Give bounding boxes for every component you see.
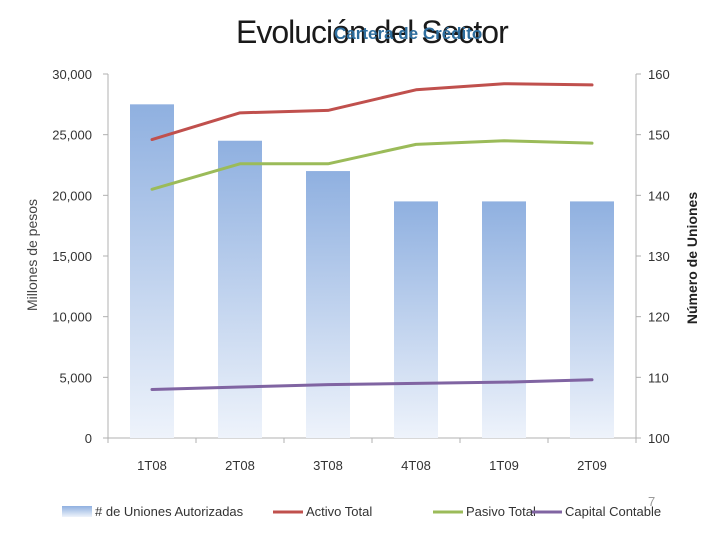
y2-tick-label: 140 xyxy=(648,188,670,203)
legend-label-pasivo-total: Pasivo Total xyxy=(466,504,536,519)
slide-subtitle: Cartera de Crédito xyxy=(334,24,483,43)
y-axis-label: Millones de pesos xyxy=(24,199,40,311)
bar-uniones-autorizadas xyxy=(218,140,262,438)
legend-label-activo-total: Activo Total xyxy=(306,504,372,519)
x-tick-label: 4T08 xyxy=(401,458,431,473)
legend-label-bar: # de Uniones Autorizadas xyxy=(95,504,244,519)
bar-uniones-autorizadas xyxy=(306,171,350,439)
y2-tick-label: 120 xyxy=(648,310,670,325)
line-series-activo-total xyxy=(150,82,594,142)
y2-tick-label: 110 xyxy=(648,370,669,385)
x-tick-label: 1T09 xyxy=(489,458,519,473)
page-number: 7 xyxy=(648,494,656,509)
line-series-capital-contable xyxy=(150,378,594,391)
x-tick-label: 2T08 xyxy=(225,458,255,473)
bar-uniones-autorizadas xyxy=(130,104,174,438)
legend-swatch-bar xyxy=(62,506,92,517)
slide-title: Evolución del Sector xyxy=(236,14,509,50)
x-tick-label: 2T09 xyxy=(577,458,607,473)
legend-label-capital-contable: Capital Contable xyxy=(565,504,661,519)
y2-tick-label: 130 xyxy=(648,249,670,264)
x-tick-label: 1T08 xyxy=(137,458,167,473)
y-tick-label: 25,000 xyxy=(52,128,92,143)
bar-uniones-autorizadas xyxy=(394,201,438,438)
bar-uniones-autorizadas xyxy=(570,201,614,438)
y-tick-label: 30,000 xyxy=(52,67,92,82)
y2-tick-label: 150 xyxy=(648,128,670,143)
y2-axis-label: Número de Uniones xyxy=(684,192,700,324)
x-tick-label: 3T08 xyxy=(313,458,343,473)
y-tick-label: 20,000 xyxy=(52,188,92,203)
bar-uniones-autorizadas xyxy=(482,201,526,438)
y2-tick-label: 160 xyxy=(648,67,670,82)
y-tick-label: 5,000 xyxy=(59,370,92,385)
y-tick-label: 15,000 xyxy=(52,249,92,264)
line-series-pasivo-total xyxy=(150,139,594,191)
y2-tick-label: 100 xyxy=(648,431,670,446)
y-tick-label: 0 xyxy=(85,431,92,446)
y-tick-label: 10,000 xyxy=(52,310,92,325)
